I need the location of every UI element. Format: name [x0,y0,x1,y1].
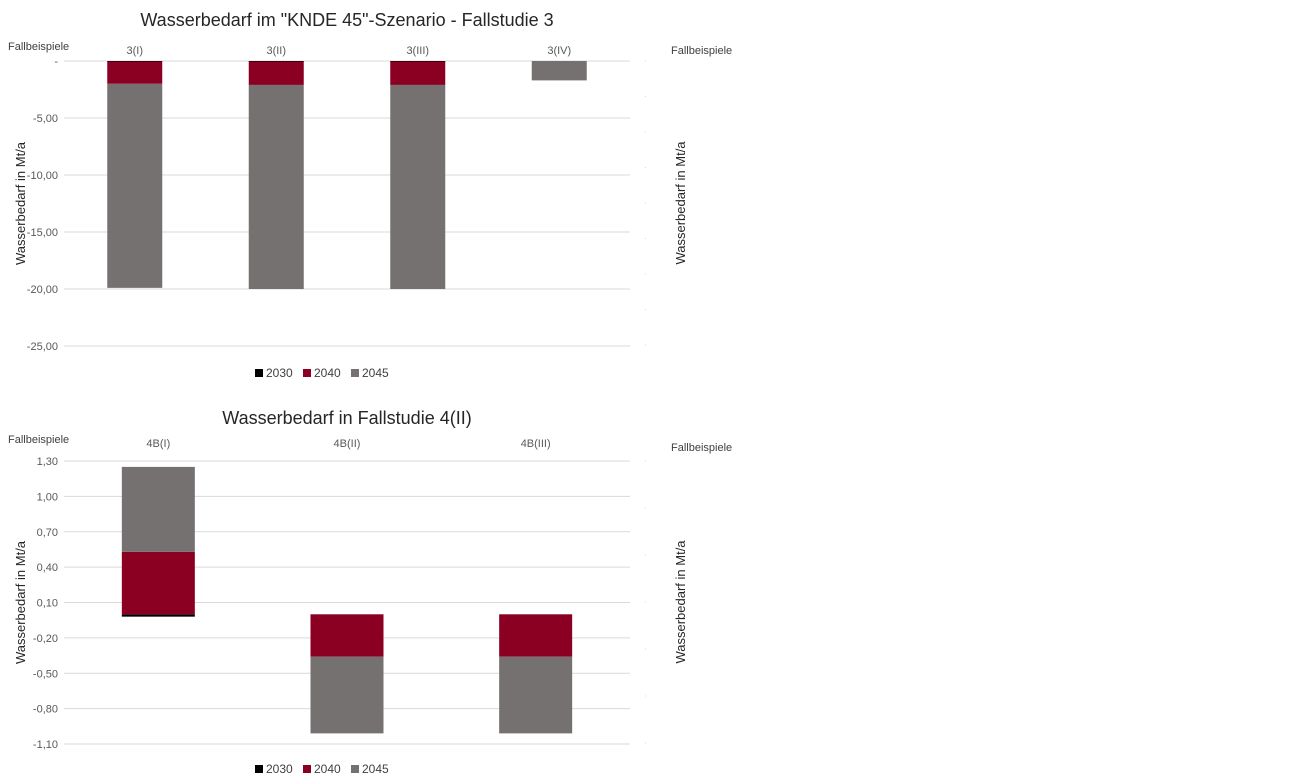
bar-segment-2045 [499,656,573,734]
chart-svg: Wasserbedarf in Fallstudie 4(II) Fallbeis… [8,408,630,776]
chart-panel-fallstudie-4-i: Wasserbedarf im Ergänzungsszenario - Fal… [645,0,1290,390]
legend-label: 2040 [314,366,341,380]
y-tick-label: 0,10 [37,598,58,610]
y-tick-label: - [54,56,58,68]
legend-swatch-2030 [255,765,263,773]
y-tick-label: -1,10 [33,739,58,751]
legend-swatch-2045 [351,369,359,377]
chart-svg: Wasserbedarf entsprechend des 1,5°-Ziel … [645,442,732,744]
legend-label: 2030 [266,762,293,776]
legend-label: 2030 [266,366,293,380]
chart-panel-fallstudie-4-ii: Wasserbedarf in Fallstudie 4(II) Fallbeis… [0,390,645,780]
y-tick-label: 1,30 [37,456,58,468]
y-axis-title: Wasserbedarf in Mt/a [673,141,688,265]
chart-panel-fallstudie-3: Wasserbedarf im "KNDE 45"-Szenario - Fal… [0,0,645,390]
bar-segment-2045 [531,61,587,81]
bar-segment-2040 [248,61,304,85]
bar-segment-2040 [390,61,446,85]
chart-svg: Wasserbedarf im Ergänzungsszenario - Fal… [645,45,732,346]
category-label: 3(IV) [547,45,571,57]
y-tick-label: -5,00 [33,113,58,125]
legend-label: 2045 [362,366,389,380]
legend-label: 2040 [314,762,341,776]
y-tick-label: -10,00 [27,170,58,182]
y-tick-label: -0,20 [33,633,58,645]
y-axis-title: Wasserbedarf in Mt/a [13,540,28,664]
y-axis-title: Wasserbedarf in Mt/a [13,141,28,265]
y-tick-label: -0,80 [33,704,58,716]
bar-segment-2045 [248,84,304,289]
y-tick-label: -0,50 [33,668,58,680]
bar-segment-2040 [499,614,573,657]
chart-title: Wasserbedarf in Fallstudie 4(II) [222,408,471,428]
bar-segment-2030 [248,61,304,62]
legend-swatch-2040 [303,765,311,773]
legend-label: 2045 [362,762,389,776]
y-tick-label: -15,00 [27,227,58,239]
category-label: 3(II) [266,45,286,57]
legend-swatch-2040 [303,369,311,377]
y-tick-label: 0,70 [37,527,58,539]
bar-segment-2045 [121,466,195,552]
category-label: 3(III) [406,45,429,57]
y-tick-label: -25,00 [27,341,58,353]
bar-segment-2045 [107,83,163,288]
bar-segment-2030 [121,614,195,617]
legend-swatch-2030 [255,369,263,377]
category-label: 4B(II) [334,438,361,450]
category-label: 4B(I) [146,438,170,450]
y-tick-label: 1,00 [37,491,58,503]
chart-panel-fallstudie-4-iii: Wasserbedarf entsprechend des 1,5°-Ziel … [645,390,1290,780]
legend-swatch-2045 [351,765,359,773]
corner-label: Fallbeispiele [671,45,732,57]
bar-segment-2045 [390,84,446,289]
corner-label: Fallbeispiele [8,41,69,53]
y-tick-label: -20,00 [27,284,58,296]
corner-label: Fallbeispiele [8,434,69,446]
bar-segment-2030 [107,61,163,62]
bar-segment-2040 [121,551,195,615]
bar-segment-2040 [310,614,384,657]
category-label: 3(I) [127,45,144,57]
bar-segment-2030 [390,61,446,62]
y-axis-title: Wasserbedarf in Mt/a [673,540,688,664]
chart-svg: Wasserbedarf im "KNDE 45"-Szenario - Fal… [8,10,630,380]
bar-segment-2040 [107,61,163,84]
chart-title: Wasserbedarf im "KNDE 45"-Szenario - Fal… [140,10,553,30]
corner-label: Fallbeispiele [671,442,732,454]
bar-segment-2045 [310,656,384,734]
y-tick-label: 0,40 [37,562,58,574]
category-label: 4B(III) [521,438,551,450]
